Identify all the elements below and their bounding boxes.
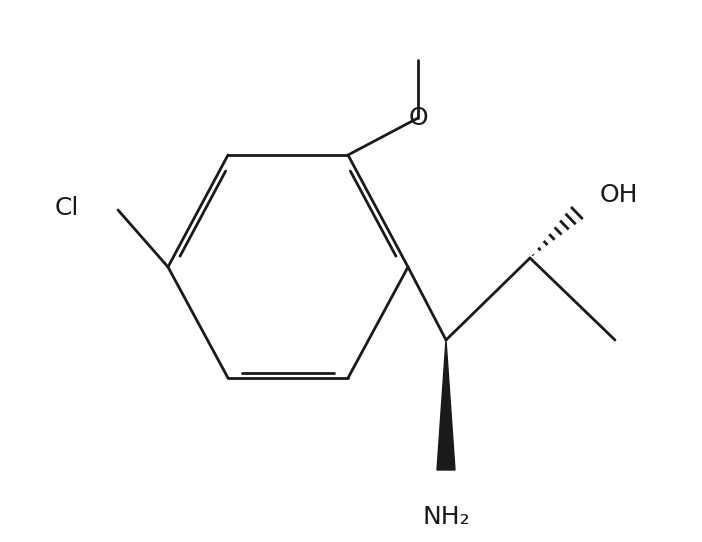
- Text: OH: OH: [600, 183, 639, 207]
- Text: NH₂: NH₂: [422, 505, 470, 529]
- Text: Cl: Cl: [55, 196, 79, 220]
- Polygon shape: [437, 340, 455, 470]
- Text: O: O: [408, 106, 428, 130]
